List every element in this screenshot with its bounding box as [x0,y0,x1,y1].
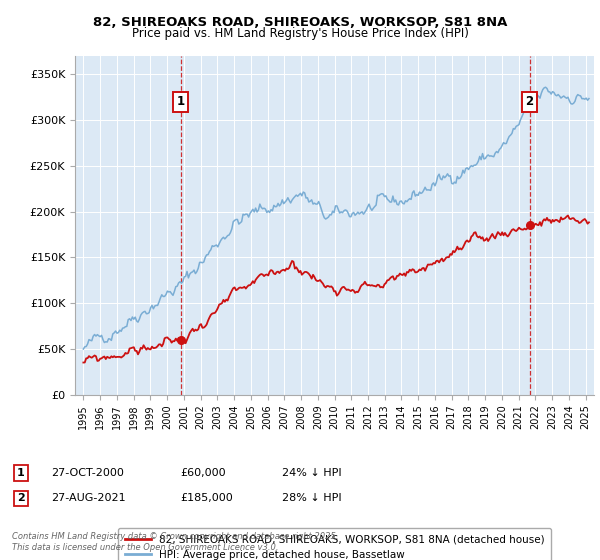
Text: 27-AUG-2021: 27-AUG-2021 [51,493,125,503]
Text: 24% ↓ HPI: 24% ↓ HPI [282,468,341,478]
Text: 28% ↓ HPI: 28% ↓ HPI [282,493,341,503]
Legend: 82, SHIREOAKS ROAD, SHIREOAKS, WORKSOP, S81 8NA (detached house), HPI: Average p: 82, SHIREOAKS ROAD, SHIREOAKS, WORKSOP, … [118,528,551,560]
Text: Price paid vs. HM Land Registry's House Price Index (HPI): Price paid vs. HM Land Registry's House … [131,27,469,40]
Text: 1: 1 [177,95,185,108]
Text: £185,000: £185,000 [180,493,233,503]
Text: 2: 2 [526,95,533,108]
Text: 1: 1 [17,468,25,478]
Text: £60,000: £60,000 [180,468,226,478]
Text: 82, SHIREOAKS ROAD, SHIREOAKS, WORKSOP, S81 8NA: 82, SHIREOAKS ROAD, SHIREOAKS, WORKSOP, … [93,16,507,29]
Text: 2: 2 [17,493,25,503]
Text: Contains HM Land Registry data © Crown copyright and database right 2025.
This d: Contains HM Land Registry data © Crown c… [12,532,338,552]
Text: 27-OCT-2000: 27-OCT-2000 [51,468,124,478]
